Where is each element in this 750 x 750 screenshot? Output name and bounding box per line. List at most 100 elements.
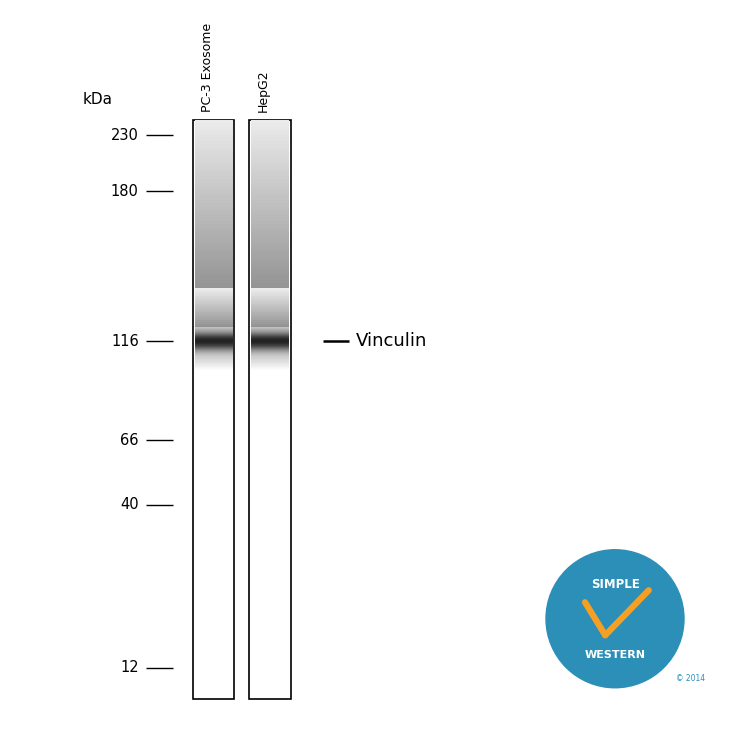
Bar [194, 357, 232, 358]
Bar [194, 358, 232, 359]
Text: 230: 230 [111, 128, 139, 142]
Bar [251, 134, 289, 138]
Bar [194, 144, 232, 148]
Bar [251, 362, 289, 364]
Bar [251, 357, 289, 358]
Bar [251, 152, 289, 155]
Bar [251, 193, 289, 197]
Bar [194, 364, 232, 365]
Text: 116: 116 [111, 334, 139, 349]
Bar [194, 169, 232, 172]
Bar [194, 248, 232, 253]
Bar [251, 368, 289, 370]
Bar [251, 290, 289, 295]
Bar [194, 242, 232, 246]
Bar [251, 321, 289, 324]
Bar [251, 293, 289, 296]
Text: SIMPLE: SIMPLE [591, 578, 639, 591]
Bar [194, 284, 232, 287]
Bar [194, 220, 232, 225]
Bar [251, 364, 289, 365]
Bar [194, 217, 232, 221]
Bar [194, 280, 232, 284]
Bar [251, 308, 289, 310]
Text: © 2014: © 2014 [676, 674, 705, 683]
Bar [251, 356, 289, 358]
Bar [251, 169, 289, 172]
Bar [251, 190, 289, 194]
Text: Vinculin: Vinculin [356, 332, 428, 350]
Bar [194, 252, 232, 257]
Bar [251, 323, 289, 326]
Bar [194, 182, 232, 187]
Bar [251, 196, 289, 201]
Bar [194, 356, 232, 358]
Bar [251, 266, 289, 270]
Bar [251, 269, 289, 274]
Bar [194, 259, 232, 263]
Bar [251, 284, 289, 287]
Bar [251, 366, 289, 368]
Bar [194, 296, 232, 298]
Bar [194, 308, 232, 310]
Bar [194, 368, 232, 370]
Bar [194, 358, 232, 360]
Bar [194, 305, 232, 308]
Bar [194, 179, 232, 183]
Bar [251, 242, 289, 246]
Bar [194, 286, 232, 291]
Bar [251, 172, 289, 176]
Bar [194, 361, 232, 362]
Bar [251, 319, 289, 322]
Bar [251, 231, 289, 236]
Bar [251, 214, 289, 218]
Bar [251, 262, 289, 267]
Bar [251, 186, 289, 190]
Bar [194, 245, 232, 249]
Bar [194, 256, 232, 260]
Bar [194, 290, 232, 295]
Bar [194, 319, 232, 322]
Bar [194, 302, 232, 304]
Bar [194, 162, 232, 166]
Bar [194, 366, 232, 368]
Bar [249, 120, 290, 699]
Bar [251, 296, 289, 298]
Bar [251, 280, 289, 284]
Bar [194, 363, 232, 364]
Bar [251, 314, 289, 316]
Bar [251, 228, 289, 232]
Bar [194, 210, 232, 214]
Bar [251, 130, 289, 135]
Bar [251, 276, 289, 280]
Bar [194, 325, 232, 328]
Bar [194, 359, 232, 361]
Bar [194, 323, 232, 326]
Bar [251, 303, 289, 306]
Bar [251, 355, 289, 356]
Bar [194, 368, 232, 369]
Bar [194, 287, 232, 290]
Bar [194, 355, 232, 356]
Text: kDa: kDa [82, 92, 112, 106]
Bar [194, 203, 232, 208]
Bar [194, 309, 232, 312]
Bar [194, 134, 232, 138]
Bar [251, 370, 289, 371]
Bar [251, 358, 289, 359]
Bar [251, 365, 289, 367]
Bar [194, 196, 232, 201]
Bar [194, 293, 232, 296]
Bar [194, 190, 232, 194]
Bar [251, 200, 289, 204]
Bar [251, 302, 289, 304]
Bar [194, 365, 232, 367]
Text: 12: 12 [120, 660, 139, 675]
Bar [194, 228, 232, 232]
Bar [194, 321, 232, 324]
Bar [194, 235, 232, 239]
Bar [194, 137, 232, 142]
Circle shape [546, 550, 684, 688]
Bar [251, 311, 289, 314]
Bar [194, 303, 232, 306]
